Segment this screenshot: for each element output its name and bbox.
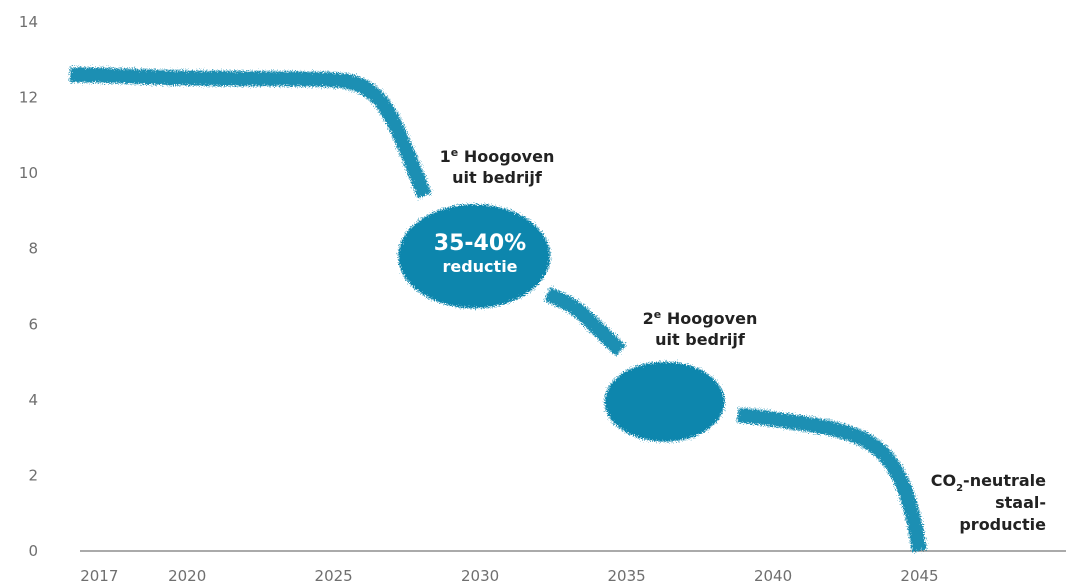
x-tick-label: 2045: [900, 567, 938, 585]
annotation-co2-neutral-line3: productie: [959, 515, 1046, 534]
emission-line-segment: [544, 287, 626, 357]
annotation-hoogoven-1-line2: uit bedrijf: [452, 168, 543, 187]
reduction-bubble: [398, 204, 551, 309]
annotation-co2-neutral-line2: staal-: [995, 493, 1046, 512]
reduction-bubbles: [398, 204, 725, 442]
y-tick-label: 12: [19, 89, 38, 107]
y-tick-label: 4: [28, 391, 38, 409]
x-tick-label: 2030: [461, 567, 499, 585]
y-tick-label: 2: [28, 466, 38, 484]
y-tick-label: 8: [28, 240, 38, 258]
bubble-reduction-label: 35-40%: [434, 231, 526, 256]
annotation-hoogoven-1-line1: 1e Hoogoven: [440, 146, 555, 166]
reduction-bubble: [604, 361, 725, 442]
x-tick-label: 2017: [80, 567, 118, 585]
y-tick-label: 14: [19, 13, 38, 31]
annotation-hoogoven-2-line2: uit bedrijf: [655, 330, 746, 349]
bubble-reduction-sublabel: reductie: [442, 257, 517, 276]
x-tick-label: 2025: [315, 567, 353, 585]
x-axis-ticks: 2017 2020 2025 2030 2035 2040 2045: [80, 567, 938, 585]
y-tick-label: 0: [28, 542, 38, 560]
annotation-co2-neutral-line1: CO2-neutrale: [931, 471, 1046, 494]
y-tick-label: 6: [28, 315, 38, 333]
emission-line-segment: [737, 407, 927, 553]
y-tick-label: 10: [19, 164, 38, 182]
annotation-hoogoven-2-line1: 2e Hoogoven: [643, 308, 758, 328]
emission-line-segments: [69, 67, 927, 553]
emission-line-segment: [69, 67, 432, 199]
y-axis-ticks: 0 2 4 6 8 10 12 14: [19, 13, 38, 560]
x-tick-label: 2040: [754, 567, 792, 585]
x-tick-label: 2035: [607, 567, 645, 585]
x-tick-label: 2020: [168, 567, 206, 585]
